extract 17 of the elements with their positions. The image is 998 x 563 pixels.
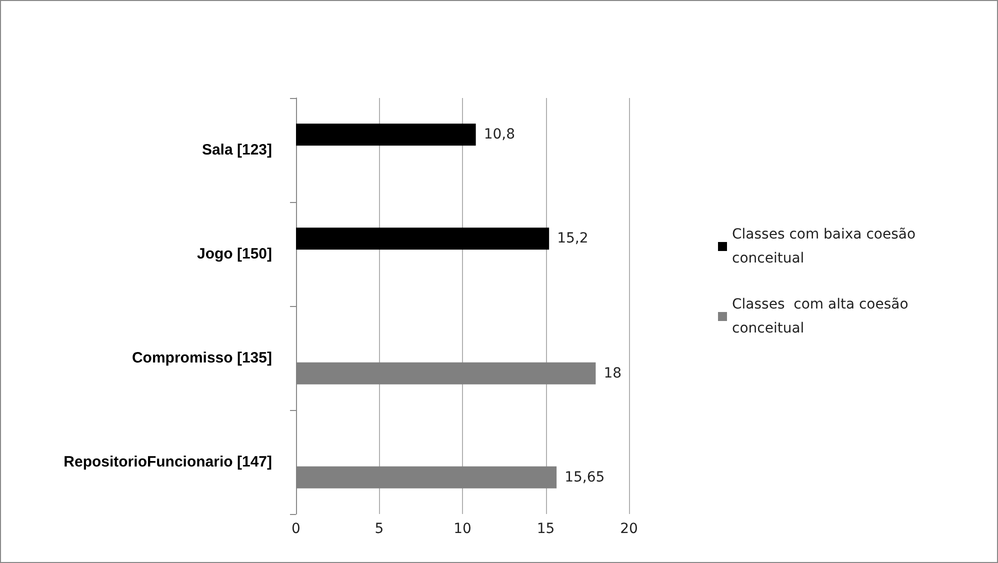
x-tick-label: 0 [292,521,300,537]
data-label: 18 [604,365,622,382]
bar [296,228,550,250]
legend-label: Classes com baixa coesão conceitual [732,226,920,266]
x-tick-label: 5 [374,521,384,537]
y-tick-label: RepositorioFuncionario [147] [64,454,272,470]
data-label: 15,2 [557,230,588,247]
bar [296,124,476,146]
y-tick-label: Compromisso [135] [132,350,272,366]
x-tick-label: 20 [620,521,638,537]
x-tick-label: 15 [536,521,555,537]
data-label: 15,65 [564,469,605,486]
data-label: 10,8 [484,126,515,143]
x-tick-label: 10 [454,521,472,537]
y-tick-label: Jogo [150] [196,246,272,262]
y-tick-label: Sala [123] [202,142,272,158]
legend-label: Classes com alta coesão conceitual [732,296,913,336]
